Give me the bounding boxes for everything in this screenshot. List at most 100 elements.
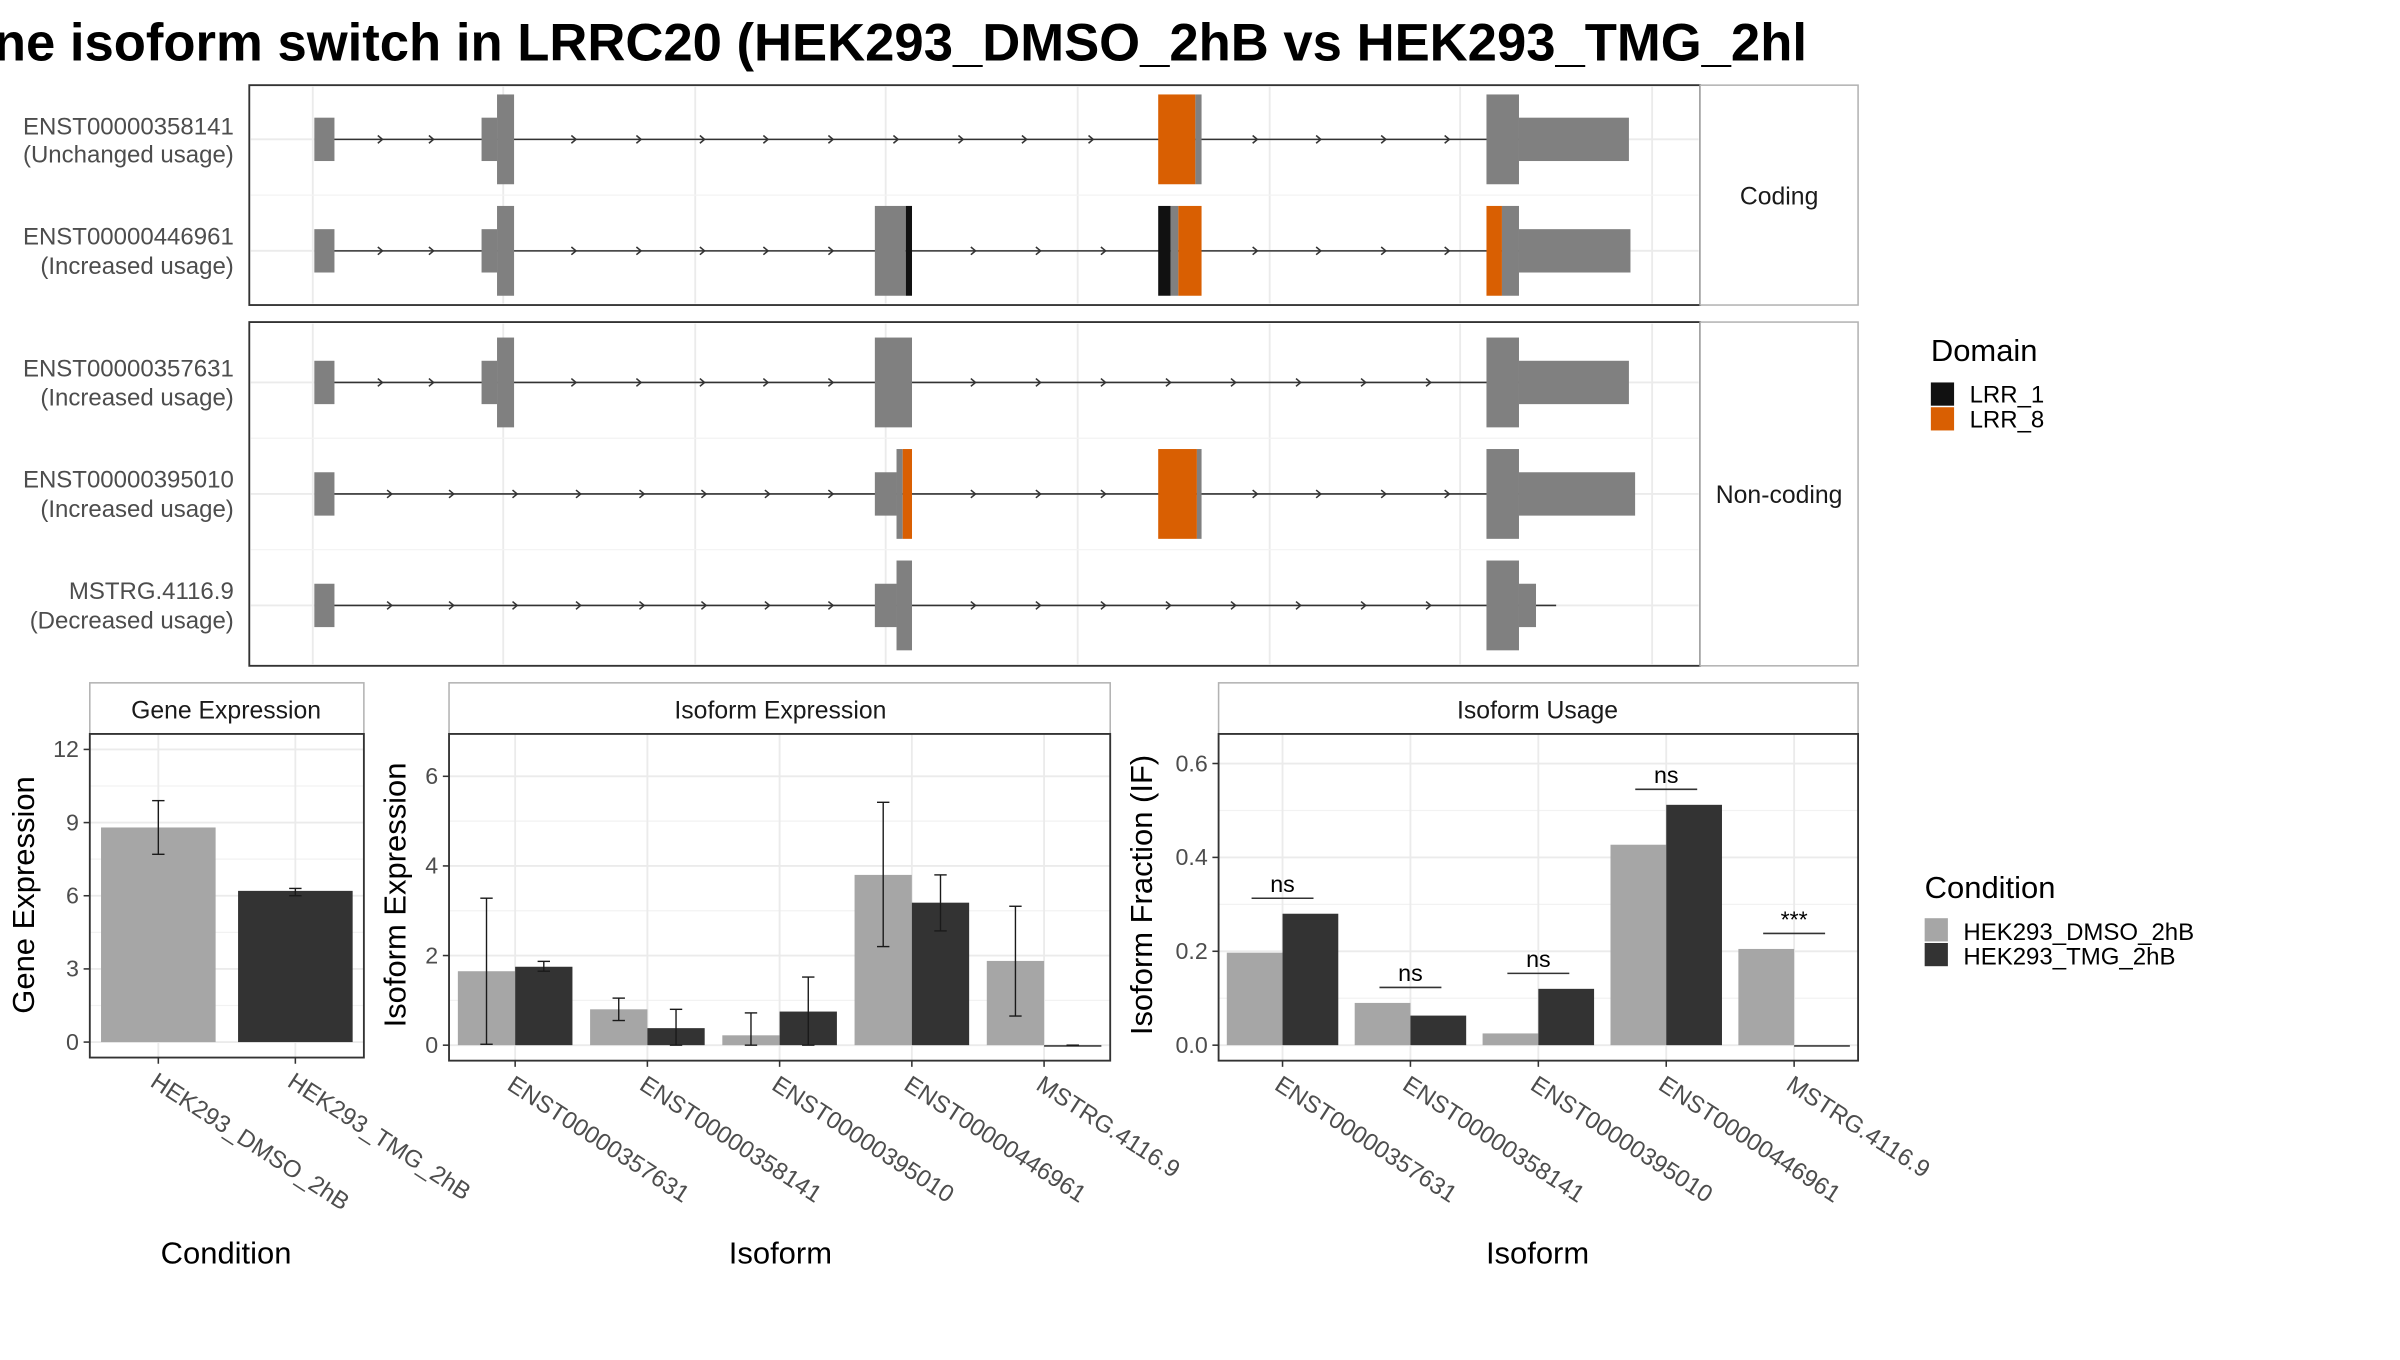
y-tick-label: 0.0 bbox=[1175, 1032, 1207, 1058]
intron-arrow bbox=[762, 246, 770, 256]
bar bbox=[238, 890, 353, 1043]
exon bbox=[1486, 449, 1519, 539]
y-tick-label: 3 bbox=[66, 956, 79, 982]
exon bbox=[1195, 94, 1202, 185]
panel-border bbox=[88, 733, 365, 1059]
intron-arrow bbox=[827, 246, 835, 256]
intron-arrow bbox=[1315, 246, 1322, 256]
exon bbox=[1486, 94, 1519, 185]
intron-arrow bbox=[1165, 600, 1172, 610]
intron-arrow bbox=[1444, 246, 1451, 256]
intron-arrow bbox=[570, 377, 578, 387]
intron-arrow bbox=[1252, 246, 1259, 256]
legend-label: HEK293_DMSO_2hB bbox=[1963, 919, 2194, 946]
intron-arrow bbox=[428, 377, 435, 387]
y-tick-label: 9 bbox=[66, 809, 79, 835]
intron-arrow bbox=[970, 377, 977, 387]
chart-title: Gene Expression bbox=[131, 697, 321, 724]
exon bbox=[1170, 205, 1179, 296]
intron-arrow bbox=[1035, 377, 1042, 387]
intron-arrow bbox=[1035, 246, 1042, 256]
bar bbox=[1738, 948, 1795, 1046]
intron-arrow bbox=[570, 246, 578, 256]
transcript-model bbox=[314, 205, 1631, 296]
transcript-id-label: ENST00000357631 bbox=[23, 355, 234, 382]
intron-arrow bbox=[762, 134, 770, 144]
noncoding-strip-label: Non-coding bbox=[1716, 482, 1843, 509]
bar bbox=[1282, 913, 1339, 1046]
intron-arrow bbox=[1100, 246, 1107, 256]
bar bbox=[1226, 952, 1283, 1046]
condition-legend: Condition HEK293_DMSO_2hB HEK293_TMG_2hB bbox=[1924, 870, 2194, 971]
intron-arrow bbox=[1315, 489, 1322, 499]
significance-label: ns bbox=[1526, 946, 1551, 972]
significance-label: ns bbox=[1398, 960, 1423, 986]
intron-arrow bbox=[638, 600, 646, 610]
exon bbox=[481, 229, 498, 273]
chart-title: Isoform Expression bbox=[674, 697, 886, 724]
bar bbox=[1354, 1002, 1411, 1046]
transcript-usage-label: (Increased usage) bbox=[40, 385, 233, 412]
noncoding-strip bbox=[1699, 321, 1859, 667]
y-tick-label: 6 bbox=[425, 763, 438, 789]
transcript-usage-label: (Decreased usage) bbox=[30, 608, 234, 635]
intron-arrow bbox=[570, 134, 578, 144]
intron-arrow bbox=[970, 600, 977, 610]
exon bbox=[1486, 337, 1519, 428]
exon bbox=[1518, 117, 1629, 162]
transcript-id-label: MSTRG.4116.9 bbox=[69, 578, 234, 605]
exon bbox=[314, 229, 335, 273]
domain-LRR_1 bbox=[1158, 205, 1171, 296]
intron-arrow bbox=[377, 246, 384, 256]
bar bbox=[1666, 804, 1722, 1046]
intron-arrow bbox=[1088, 134, 1095, 144]
figure-title: ne isoform switch in LRRC20 (HEK293_DMSO… bbox=[0, 13, 1807, 72]
domain-LRR_8 bbox=[902, 449, 913, 539]
bar bbox=[1482, 1033, 1539, 1046]
domain-LRR_8 bbox=[1158, 94, 1196, 185]
legend-label: LRR_1 bbox=[1970, 382, 2045, 409]
bar bbox=[1794, 1045, 1850, 1047]
intron-arrow bbox=[1444, 489, 1451, 499]
significance-label: *** bbox=[1781, 906, 1808, 932]
exon bbox=[481, 117, 498, 162]
transcript-usage-label: (Increased usage) bbox=[40, 253, 233, 280]
intron-arrow bbox=[970, 489, 977, 499]
intron-arrow bbox=[377, 134, 384, 144]
domain-LRR_1 bbox=[905, 205, 913, 296]
transcript-model bbox=[314, 94, 1629, 185]
exon bbox=[314, 360, 335, 405]
bar bbox=[1044, 1045, 1102, 1047]
y-tick-label: 6 bbox=[66, 882, 79, 908]
exon bbox=[1518, 472, 1636, 516]
intron-arrow bbox=[635, 134, 643, 144]
y-tick-label: 0 bbox=[425, 1032, 438, 1058]
intron-arrow bbox=[700, 600, 708, 610]
y-tick-label: 0.4 bbox=[1175, 844, 1207, 870]
y-axis-title: Isoform Expression bbox=[378, 763, 413, 1028]
bar bbox=[1538, 988, 1595, 1046]
intron-arrow bbox=[512, 600, 519, 610]
domain-LRR_8 bbox=[1178, 205, 1202, 296]
transcript-model bbox=[314, 337, 1629, 428]
exon bbox=[497, 94, 515, 185]
intron-arrow bbox=[699, 246, 706, 256]
x-axis-title: Isoform bbox=[1486, 1235, 1589, 1270]
intron-arrow bbox=[764, 489, 771, 499]
transcript-id-label: ENST00000446961 bbox=[23, 224, 234, 251]
y-tick-label: 0.6 bbox=[1175, 750, 1207, 776]
transcript-id-label: ENST00000395010 bbox=[23, 467, 234, 494]
intron-arrow bbox=[1100, 377, 1107, 387]
intron-arrow bbox=[1295, 600, 1302, 610]
chart-title: Isoform Usage bbox=[1457, 697, 1618, 724]
panel-border bbox=[1217, 733, 1860, 1062]
intron-arrow bbox=[764, 600, 771, 610]
intron-arrow bbox=[1444, 134, 1451, 144]
intron-arrow bbox=[428, 134, 435, 144]
intron-arrow bbox=[386, 600, 393, 610]
isoform-usage-chart: Isoform Usage Isoform Isoform Fraction (… bbox=[1124, 682, 1935, 1270]
legend-label: LRR_8 bbox=[1970, 406, 2045, 433]
y-axis-title: Isoform Fraction (IF) bbox=[1124, 755, 1159, 1035]
